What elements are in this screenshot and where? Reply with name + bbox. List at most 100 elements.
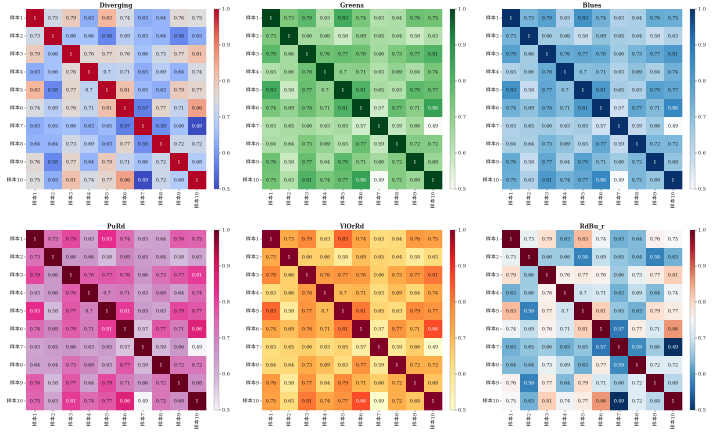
heatmap-cell <box>592 302 611 321</box>
heatmap-cell <box>406 284 425 303</box>
cell-value-label: 0.64 <box>174 70 184 76</box>
cell-value-label: 0.65 <box>374 88 384 94</box>
heatmap-cell <box>316 374 335 393</box>
y-tick-label: 样本6 <box>10 105 23 112</box>
cell-value-label: 0.66 <box>524 273 534 279</box>
cell-value-label: 0.59 <box>392 345 402 351</box>
cell-value-label: 0.63 <box>338 363 348 369</box>
heatmap-cell <box>80 9 99 28</box>
cell-value-label: 0.77 <box>174 273 184 279</box>
heatmap-cell <box>556 81 575 100</box>
heatmap-cell <box>502 171 521 190</box>
cell-value-label: 0.59 <box>632 124 642 130</box>
cell-value-label: 0.73 <box>632 273 642 279</box>
cell-value-label: 0.76 <box>596 273 606 279</box>
heatmap-cell <box>62 230 81 249</box>
cell-value-label: 0.77 <box>356 363 366 369</box>
x-tick-label: 样本6 <box>122 413 129 426</box>
colorbar-tick-label: 0.7 <box>458 336 466 342</box>
cell-value-label: 0.66 <box>614 52 624 58</box>
heatmap-cell <box>406 230 425 249</box>
x-tick-label: 样本1 <box>508 413 515 426</box>
x-tick-label: 样本4 <box>86 413 93 426</box>
heatmap-cell <box>664 230 683 249</box>
cell-value-label: 0.86 <box>596 399 606 405</box>
x-tick-label: 样本7 <box>616 192 623 205</box>
cell-value-label: 0.74 <box>84 399 94 405</box>
colorbar-tick-label: 0.7 <box>222 115 230 121</box>
cell-value-label: 0.66 <box>374 160 384 166</box>
colorbar-tick-label: 1.0 <box>698 228 706 234</box>
cell-value-label: 0.74 <box>120 237 130 243</box>
cell-value-label: 0.86 <box>192 327 202 333</box>
cell-value-label: 0.73 <box>48 16 58 22</box>
cell-value-label: 0.58 <box>102 255 112 261</box>
cell-value-label: 1 <box>378 124 381 130</box>
y-tick-label: 样本6 <box>10 326 23 333</box>
heatmap-cell <box>62 171 81 190</box>
cell-value-label: 0.59 <box>374 363 384 369</box>
cell-value-label: 0.73 <box>156 273 166 279</box>
cell-value-label: 0.59 <box>156 345 166 351</box>
cell-value-label: 0.81 <box>192 273 202 279</box>
heatmap-cell <box>170 171 189 190</box>
heatmap-cell <box>646 374 665 393</box>
heatmap-cell <box>334 230 353 249</box>
cell-value-label: 0.66 <box>524 52 534 58</box>
heatmap-cell <box>170 266 189 285</box>
heatmap-cell <box>188 392 207 411</box>
cell-value-label: 0.79 <box>410 309 420 315</box>
cell-value-label: 0.83 <box>578 237 588 243</box>
cell-value-label: 0.64 <box>392 34 402 40</box>
heatmap-cell <box>152 27 171 46</box>
cell-value-label: 0.74 <box>30 327 40 333</box>
cell-value-label: 0.83 <box>102 237 112 243</box>
cell-value-label: 0.71 <box>560 327 570 333</box>
heatmap-cell <box>628 392 647 411</box>
y-tick-label: 样本5 <box>486 87 499 94</box>
heatmap-cell <box>592 9 611 28</box>
heatmap-cell <box>664 99 683 118</box>
cell-value-label: 0.81 <box>578 106 588 112</box>
y-tick-label: 样本2 <box>10 33 23 40</box>
cell-value-label: 1 <box>564 291 567 297</box>
heatmap-cell <box>280 63 299 82</box>
cell-value-label: 0.79 <box>102 160 112 166</box>
cell-value-label: 0.7 <box>579 291 586 297</box>
heatmap-cell <box>502 135 521 154</box>
heatmap-cell <box>188 230 207 249</box>
cell-value-label: 0.58 <box>174 34 184 40</box>
cell-value-label: 0.63 <box>392 88 402 94</box>
heatmap-cell <box>370 171 389 190</box>
cell-value-label: 0.66 <box>138 52 148 58</box>
heatmap-cell <box>538 320 557 339</box>
cell-value-label: 0.57 <box>120 124 130 130</box>
cell-value-label: 0.86 <box>120 178 130 184</box>
heatmap-cell <box>388 153 407 172</box>
colorbar-tick-label: 0.5 <box>458 408 466 414</box>
x-tick-label: 样本5 <box>340 192 347 205</box>
heatmap-cell <box>370 320 389 339</box>
cell-value-label: 0.72 <box>392 178 402 184</box>
cell-value-label: 0.59 <box>392 124 402 130</box>
heatmap-cell <box>334 81 353 100</box>
heatmap-cell <box>262 338 281 357</box>
cell-value-label: 0.79 <box>174 88 184 94</box>
heatmap-cell <box>628 284 647 303</box>
y-tick-label: 样本8 <box>486 362 499 369</box>
cell-value-label: 0.71 <box>120 291 130 297</box>
heatmap-cell <box>424 302 443 321</box>
heatmap-cell <box>556 99 575 118</box>
cell-value-label: 0.64 <box>284 142 294 148</box>
x-tick-label: 样本5 <box>104 413 111 426</box>
heatmap-cell <box>152 45 171 64</box>
cell-value-label: 0.58 <box>338 34 348 40</box>
cell-value-label: 0.75 <box>668 16 678 22</box>
cell-value-label: 0.7 <box>103 70 110 76</box>
heatmap-cell <box>610 45 629 64</box>
heatmap-cell <box>44 117 63 136</box>
y-tick-label: 样本6 <box>486 105 499 112</box>
cell-value-label: 0.68 <box>192 381 202 387</box>
heatmap-cell <box>134 356 153 375</box>
cell-value-label: 0.57 <box>356 124 366 130</box>
